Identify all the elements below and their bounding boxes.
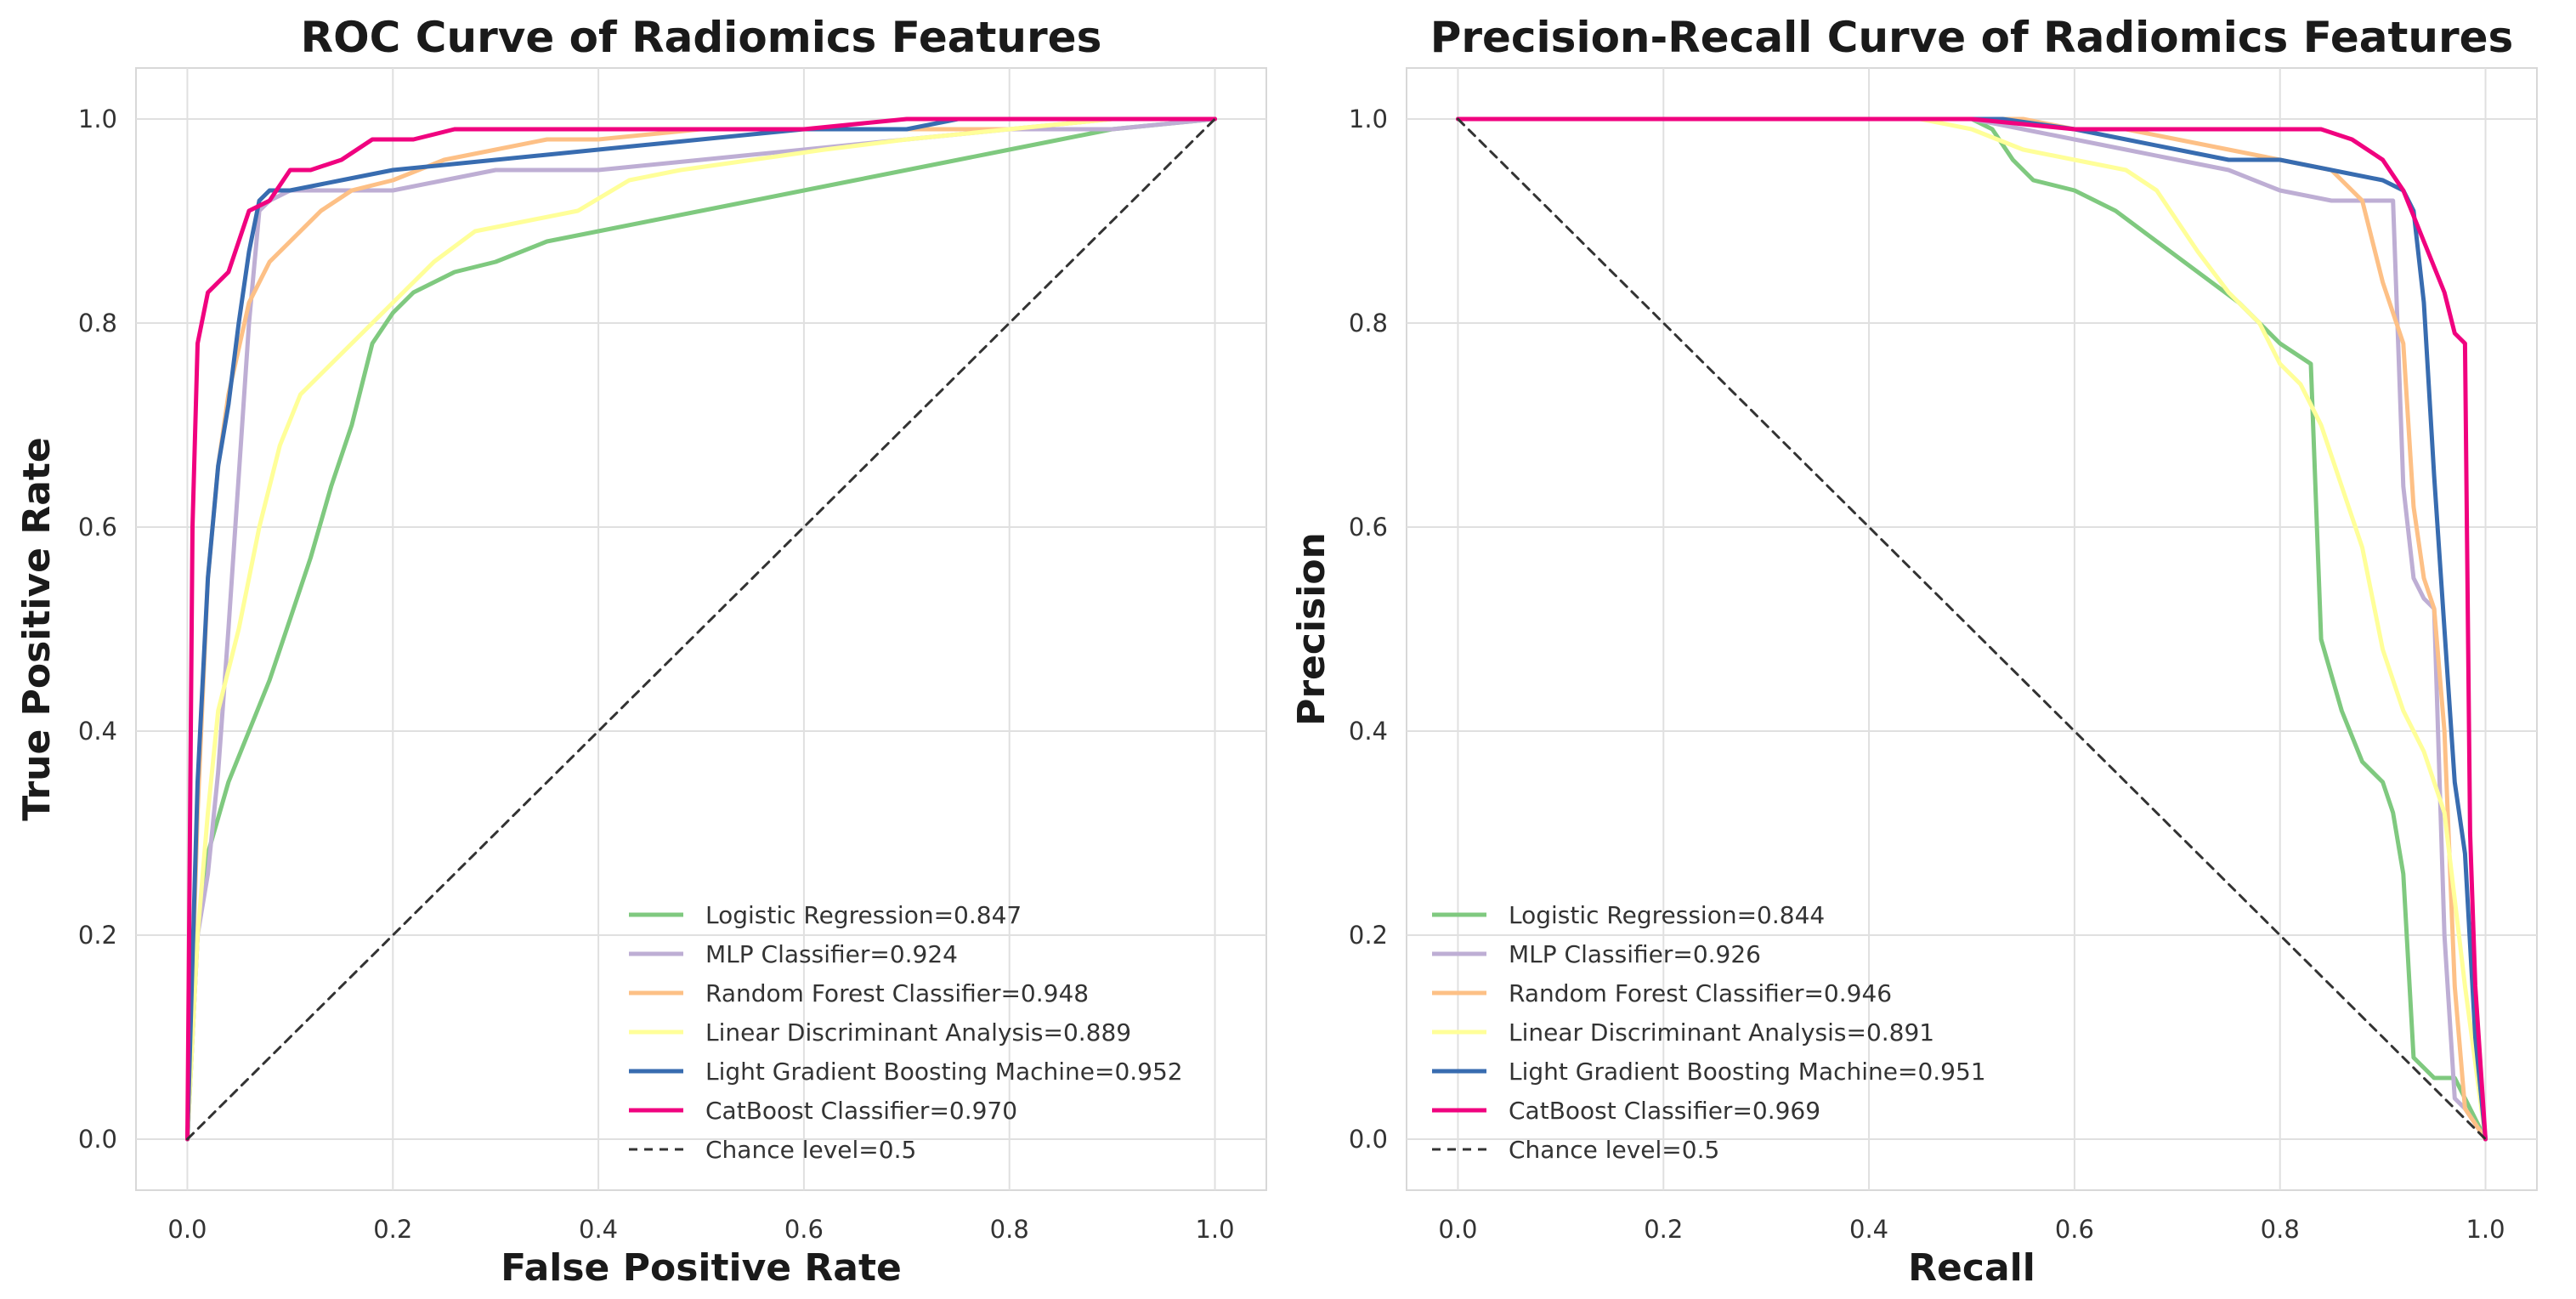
pr-y-tick-label: 0.0 [1349,1125,1388,1154]
pr-y-tick-label: 0.8 [1349,309,1388,338]
roc-y-tick-label: 0.8 [78,309,117,338]
pr-series-line [1456,116,2488,1142]
pr-series [1456,116,2488,1142]
pr-series-line [1456,116,2488,1142]
roc-legend-label: Light Gradient Boosting Machine=0.952 [705,1058,1183,1086]
pr-x-tick-label: 0.8 [2261,1215,2300,1244]
roc-x-tick-label: 0.4 [579,1215,618,1244]
roc-y-axis-label: True Positive Rate [15,437,59,821]
roc-ticks: 0.0 0.2 0.4 0.6 0.8 1.0 0.0 0.2 0.4 0.6 0.8 1.0 [78,105,1235,1244]
pr-series-line [1456,116,2488,1142]
roc-x-tick-label: 1.0 [1195,1215,1234,1244]
roc-y-tick-label: 0.2 [78,921,117,950]
pr-chart: Precision-Recall Curve of Radiomics Feat… [1290,13,2538,1290]
pr-legend-label: MLP Classifier=0.926 [1509,940,1761,968]
roc-x-tick-label: 0.0 [167,1215,207,1244]
roc-legend-label: Linear Discriminant Analysis=0.889 [705,1018,1131,1047]
pr-gridlines [1407,68,2537,1190]
pr-y-tick-label: 0.2 [1349,921,1388,950]
roc-y-tick-label: 0.4 [78,717,117,746]
roc-x-tick-label: 0.6 [784,1215,824,1244]
roc-series-line [185,116,1217,1142]
pr-series-line [1456,116,2488,1142]
pr-legend-label: Light Gradient Boosting Machine=0.951 [1509,1058,1986,1086]
pr-y-tick-label: 0.6 [1349,513,1388,542]
pr-x-tick-label: 0.6 [2055,1215,2094,1244]
pr-x-tick-label: 0.0 [1438,1215,1477,1244]
roc-legend-label: Chance level=0.5 [705,1136,916,1164]
pr-y-tick-label: 0.4 [1349,717,1388,746]
pr-y-axis-label: Precision [1290,532,1333,726]
roc-series-line [186,117,1216,1141]
roc-legend: Logistic Regression=0.847 MLP Classifier=… [629,901,1183,1164]
pr-x-tick-label: 0.2 [1644,1215,1683,1244]
roc-series-line [185,116,1217,1142]
pr-chart-title: Precision-Recall Curve of Radiomics Feat… [1430,13,2514,62]
pr-legend-label: Random Forest Classifier=0.946 [1509,979,1892,1007]
roc-series-line [185,116,1217,1142]
pr-x-tick-label: 1.0 [2466,1215,2505,1244]
roc-legend-label: Random Forest Classifier=0.948 [705,979,1089,1007]
roc-y-tick-label: 1.0 [78,105,117,133]
roc-x-tick-label: 0.8 [990,1215,1029,1244]
roc-chart: ROC Curve of Radiomics Features 0.0 0.2 0.… [15,13,1267,1290]
roc-series-line [185,116,1217,1142]
roc-x-tick-label: 0.2 [373,1215,412,1244]
roc-chart-title: ROC Curve of Radiomics Features [301,13,1102,62]
roc-x-axis-label: False Positive Rate [501,1246,902,1290]
pr-series-line [1457,117,2487,1141]
pr-legend-label: CatBoost Classifier=0.969 [1509,1097,1820,1125]
roc-legend-label: MLP Classifier=0.924 [705,940,958,968]
roc-legend-label: CatBoost Classifier=0.970 [705,1097,1017,1125]
pr-legend-label: Linear Discriminant Analysis=0.891 [1509,1018,1934,1047]
roc-series [185,116,1217,1142]
pr-ticks: 0.0 0.2 0.4 0.6 0.8 1.0 0.0 0.2 0.4 0.6 0.8 1.0 [1349,105,2505,1244]
pr-legend-label: Chance level=0.5 [1509,1136,1719,1164]
roc-legend-label: Logistic Regression=0.847 [705,901,1022,929]
pr-legend-label: Logistic Regression=0.844 [1509,901,1825,929]
roc-y-tick-label: 0.0 [78,1125,117,1154]
pr-y-tick-label: 1.0 [1349,105,1388,133]
pr-legend: Logistic Regression=0.844 MLP Classifier=… [1432,901,1986,1164]
pr-x-axis-label: Recall [1908,1246,2035,1290]
pr-series-line [1456,116,2488,1142]
pr-x-tick-label: 0.4 [1849,1215,1888,1244]
roc-y-tick-label: 0.6 [78,513,117,542]
